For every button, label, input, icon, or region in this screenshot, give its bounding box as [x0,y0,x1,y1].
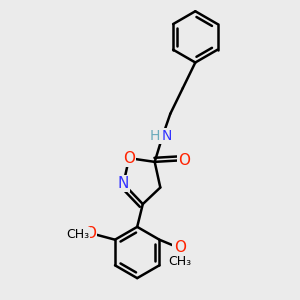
Text: N: N [162,129,172,143]
Text: O: O [174,240,186,255]
Text: O: O [123,151,135,166]
Text: methoxy: methoxy [72,230,78,232]
Text: H: H [149,129,160,143]
Text: CH₃: CH₃ [168,255,191,268]
Text: O: O [178,153,190,168]
Text: N: N [118,176,129,191]
Text: CH₃: CH₃ [66,229,89,242]
Text: O: O [84,226,96,241]
